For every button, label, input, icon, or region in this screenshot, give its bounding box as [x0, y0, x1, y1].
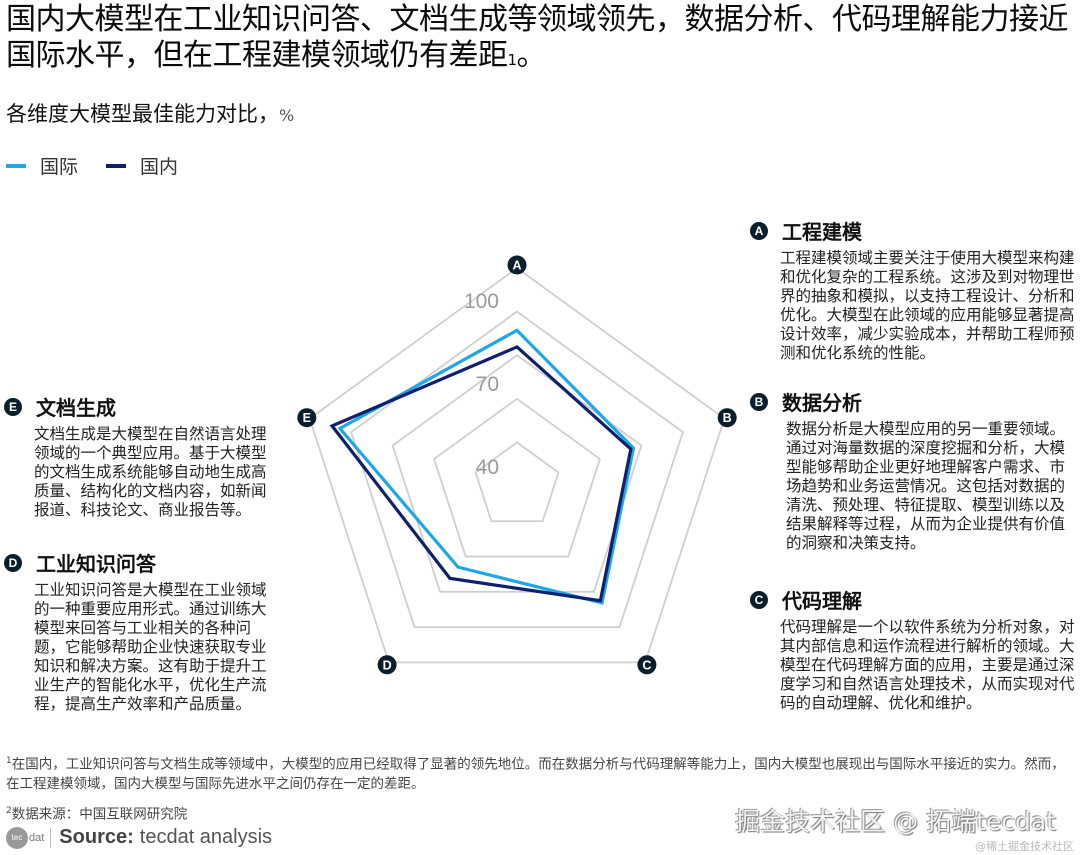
axis-marker-label: D — [383, 658, 392, 672]
source-text: tecdat analysis — [139, 826, 273, 848]
source-label: Source: — [59, 826, 134, 848]
footnote-2: 2数据来源：中国互联网研究院 — [6, 805, 188, 823]
axis-marker-b-icon — [717, 408, 737, 428]
legend-swatch-domestic — [106, 163, 127, 168]
dimension-description: 数据分析是大模型应用的另一重要领域。通过对海量数据的深度挖掘和分析，大模型能够帮… — [786, 420, 1066, 552]
watermark: 掘金技术社区 @ 拓端tecdat — [735, 807, 1056, 836]
dimension-c: C 代码理解 代码理解是一个以软件系统为分析对象，对其内部信息和运作流程进行解析的… — [750, 585, 1080, 713]
dimension-title: 数据分析 — [782, 391, 862, 415]
series-国际 — [337, 328, 636, 605]
dimension-description: 代码理解是一个以软件系统为分析对象，对其内部信息和运作流程进行解析的领域。大模型… — [780, 618, 1075, 712]
badge-a-icon: A — [750, 221, 768, 240]
grid-ring — [433, 397, 601, 558]
radar-grid — [308, 266, 726, 664]
dimension-title: 文档生成 — [36, 396, 116, 420]
tecdat-logo-icon: tec — [6, 826, 28, 849]
tick-label: 40 — [476, 456, 499, 479]
dimension-title: 工业知识问答 — [36, 552, 156, 576]
chart-subtitle: 各维度大模型最佳能力对比，% — [6, 102, 295, 126]
dimension-description: 工程建模领域主要关注于使用大模型来构建和优化复杂的工程系统。这涉及到对物理世界的… — [780, 249, 1075, 362]
tick-label: 100 — [464, 290, 499, 313]
unit-label: % — [279, 106, 295, 125]
source-line: tec dat Source: tecdat analysis — [6, 826, 272, 849]
legend-label: 国际 — [40, 156, 79, 178]
dimension-e: E 文档生成 文档生成是大模型在自然语言处理领域的一个典型应用。基于大模型的文档生… — [4, 392, 276, 520]
watermark-small: @稀土掘金技术社区 — [975, 840, 1074, 853]
title-footnote-mark: 1 — [507, 51, 518, 69]
footnote-1: 1在国内，工业知识问答与文档生成等领域中，大模型的应用已经取得了显著的领先地位。… — [6, 756, 1065, 792]
axis-marker-label: B — [723, 411, 732, 425]
chart-legend: 国际 国内 — [6, 152, 206, 179]
grid-ring — [350, 310, 684, 628]
axis-marker-e-icon — [297, 408, 317, 428]
dimension-description: 文档生成是大模型在自然语言处理领域的一个典型应用。基于大模型的文档生成系统能够自… — [34, 425, 267, 519]
axis-marker-c-icon — [637, 655, 657, 675]
page-title: 国内大模型在工业知识问答、文档生成等领域领先，数据分析、代码理解能力接近国际水平… — [6, 2, 1069, 73]
axis-marker-label: C — [642, 658, 651, 672]
badge-e-icon: E — [4, 397, 22, 416]
dimension-d: D 工业知识问答 工业知识问答是大模型在工业领域的一种重要应用形式。通过训练大模型… — [4, 548, 276, 714]
dimension-title: 工程建模 — [782, 220, 862, 244]
axis-marker-a-icon — [507, 255, 527, 275]
radar-axis-markers: A B C D E — [297, 255, 737, 675]
badge-c-icon: C — [750, 590, 768, 609]
axis-marker-label: A — [512, 259, 521, 273]
grid-ring — [308, 266, 726, 664]
axis-marker-label: E — [303, 411, 311, 425]
badge-b-icon: B — [750, 392, 768, 411]
grid-ring — [391, 354, 643, 593]
axis-marker-d-icon — [377, 655, 397, 675]
radar-tick-labels: 40 70 100 — [464, 290, 499, 479]
legend-item-international: 国际 — [6, 152, 78, 179]
divider — [50, 827, 52, 848]
legend-label: 国内 — [140, 156, 179, 178]
tick-label: 70 — [476, 373, 499, 396]
dimension-title: 代码理解 — [782, 589, 862, 613]
legend-item-domestic: 国内 — [106, 152, 178, 179]
dimension-description: 工业知识问答是大模型在工业领域的一种重要应用形式。通过训练大模型来回答与工业相关… — [34, 581, 267, 713]
footnotes: 1在国内，工业知识问答与文档生成等领域中，大模型的应用已经取得了显著的领先地位。… — [6, 752, 1066, 832]
dimension-b: B 数据分析 数据分析是大模型应用的另一重要领域。通过对海量数据的深度挖掘和分析，… — [750, 387, 1080, 553]
grid-ring — [474, 441, 560, 523]
radar-series — [329, 328, 636, 605]
logo-suffix: dat — [29, 831, 45, 844]
badge-d-icon: D — [4, 553, 22, 572]
legend-swatch-international — [6, 163, 26, 168]
dimension-a: A 工程建模 工程建模领域主要关注于使用大模型来构建和优化复杂的工程系统。这涉及到… — [750, 216, 1080, 363]
series-国内 — [329, 345, 633, 603]
